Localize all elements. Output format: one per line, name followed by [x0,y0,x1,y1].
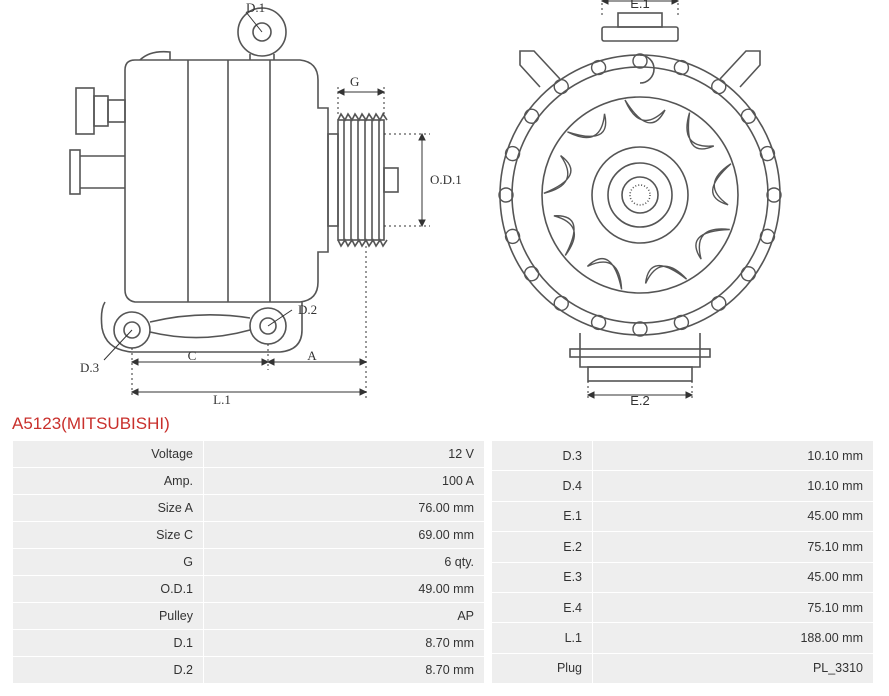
callout-c: C [188,348,197,363]
table-row: D.18.70 mm [13,630,484,656]
spec-value: 10.10 mm [593,471,873,500]
callout-d2: D.2 [298,302,317,317]
spec-label: D.1 [13,630,203,656]
table-row: E.345.00 mm [492,563,873,592]
alternator-drawings-svg: E.1 E.2 [0,0,889,410]
spec-label: D.2 [13,657,203,683]
table-row: Size C69.00 mm [13,522,484,548]
spec-value: 10.10 mm [593,441,873,470]
page: E.1 E.2 [0,0,889,696]
front-view [499,0,781,401]
spec-label: Plug [492,654,592,683]
spec-value: AP [204,603,484,629]
spec-label: Size A [13,495,203,521]
spec-label: G [13,549,203,575]
spec-label: Amp. [13,468,203,494]
callout-od1: O.D.1 [430,172,462,187]
table-row: PlugPL_3310 [492,654,873,683]
spec-value: 76.00 mm [204,495,484,521]
spec-label: L.1 [492,623,592,652]
callout-a: A [307,348,317,363]
spec-value: 75.10 mm [593,532,873,561]
table-row: L.1188.00 mm [492,623,873,652]
spec-label: D.4 [492,471,592,500]
spec-value: 100 A [204,468,484,494]
callout-l1: L.1 [213,392,231,407]
technical-drawing-area: E.1 E.2 [0,0,889,410]
spec-label: O.D.1 [13,576,203,602]
table-row: Size A76.00 mm [13,495,484,521]
spec-table-right: D.310.10 mmD.410.10 mmE.145.00 mmE.275.1… [491,440,874,684]
spec-label: Size C [13,522,203,548]
callout-e2: E.2 [630,393,650,408]
table-row: D.28.70 mm [13,657,484,683]
spec-value: 6 qty. [204,549,484,575]
spec-label: E.3 [492,563,592,592]
table-row: E.475.10 mm [492,593,873,622]
part-title: A5123(MITSUBISHI) [0,410,889,440]
spec-label: Voltage [13,441,203,467]
table-row: Voltage12 V [13,441,484,467]
spec-value: 69.00 mm [204,522,484,548]
spec-value: 49.00 mm [204,576,484,602]
spec-label: D.3 [492,441,592,470]
side-view [70,8,430,398]
spec-label: E.4 [492,593,592,622]
callout-g: G [350,74,359,89]
spec-label: E.1 [492,502,592,531]
table-row: O.D.149.00 mm [13,576,484,602]
spec-value: 188.00 mm [593,623,873,652]
spec-tables: Voltage12 VAmp.100 ASize A76.00 mmSize C… [0,440,889,696]
spec-value: 45.00 mm [593,502,873,531]
spec-value: 45.00 mm [593,563,873,592]
table-row: G6 qty. [13,549,484,575]
spec-value: 12 V [204,441,484,467]
callout-e1: E.1 [630,0,650,11]
spec-value: 8.70 mm [204,657,484,683]
spec-value: 75.10 mm [593,593,873,622]
table-row: D.310.10 mm [492,441,873,470]
spec-value: 8.70 mm [204,630,484,656]
spec-label: Pulley [13,603,203,629]
table-row: PulleyAP [13,603,484,629]
table-row: D.410.10 mm [492,471,873,500]
table-row: E.145.00 mm [492,502,873,531]
spec-label: E.2 [492,532,592,561]
callout-d3: D.3 [80,360,99,375]
callout-d1: D.1 [246,0,265,15]
table-row: E.275.10 mm [492,532,873,561]
table-row: Amp.100 A [13,468,484,494]
spec-table-left: Voltage12 VAmp.100 ASize A76.00 mmSize C… [12,440,485,684]
spec-value: PL_3310 [593,654,873,683]
